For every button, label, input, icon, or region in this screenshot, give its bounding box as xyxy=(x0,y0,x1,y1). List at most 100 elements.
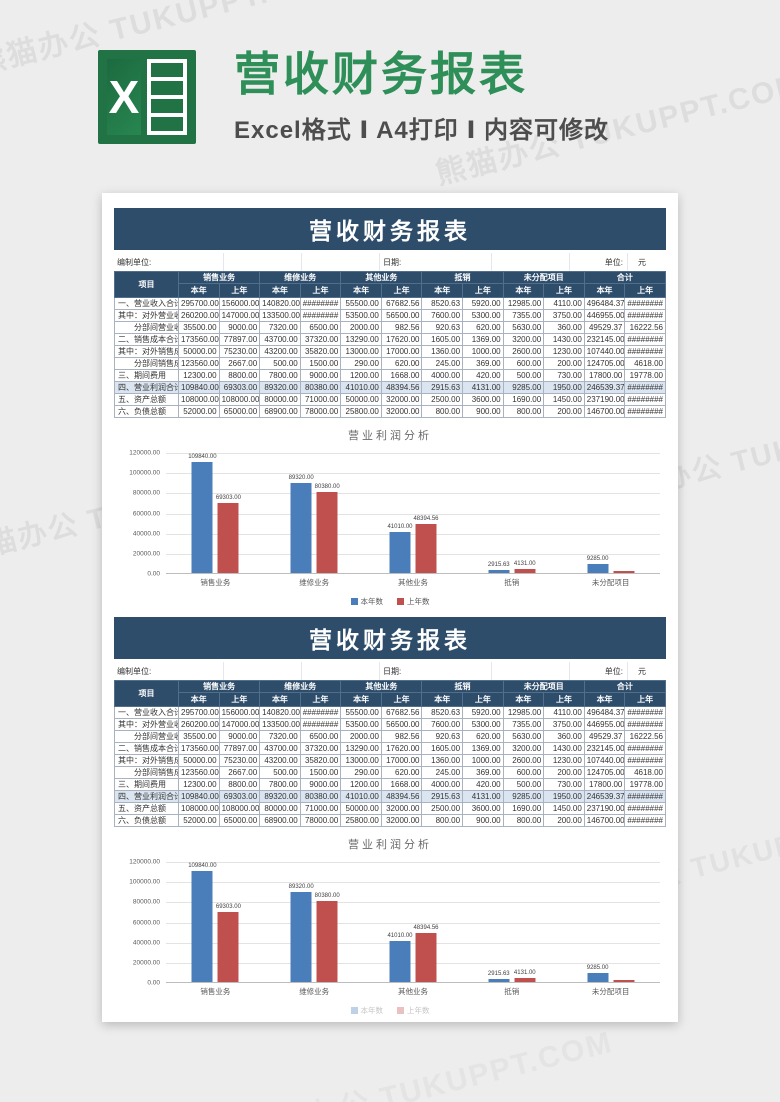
table-cell: 446955.00 xyxy=(583,718,626,731)
bar-上年数: 4131.00 xyxy=(514,561,536,573)
table-cell: 232145.00 xyxy=(583,742,626,755)
bar-上年数: 80380.00 xyxy=(315,893,340,982)
table-cell: 500.00 xyxy=(259,766,301,779)
bar-上年数: 48394.56 xyxy=(413,925,439,982)
table-cell: 1605.00 xyxy=(421,742,464,755)
financial-table: 项目 销售业务 维修业务 其他业务 抵销 未分配项目 合计 本年 上年 本年 上… xyxy=(114,271,667,418)
subcol-last-year: 上年 xyxy=(218,283,261,298)
subcol-last-year: 上年 xyxy=(624,283,666,298)
table-cell: 200.00 xyxy=(543,814,585,827)
gridline xyxy=(166,882,660,883)
page-subtitle: Excel格式 Ⅰ A4打印 Ⅰ 内容可修改 xyxy=(234,117,610,145)
column-group-other: 其他业务 xyxy=(340,271,423,284)
table-row: 分部间销售成本123560.002667.00500.001500.00290.… xyxy=(114,766,666,779)
table-cell: 3200.00 xyxy=(502,333,545,346)
table-cell: 75230.00 xyxy=(218,345,261,358)
table-cell: 123560.00 xyxy=(178,357,220,370)
table-cell: 146700.00 xyxy=(583,405,626,418)
x-axis-label: 其他业务 xyxy=(397,578,428,587)
table-cell: 9285.00 xyxy=(502,381,545,394)
bar-group: 2915.63 4131.00 xyxy=(462,862,561,982)
subcol-last-year: 上年 xyxy=(462,692,504,707)
table-cell: 124705.00 xyxy=(583,766,626,779)
table-cell: 108000.00 xyxy=(218,393,261,406)
table-cell: 123560.00 xyxy=(178,766,220,779)
bar-value-label: 2915.63 xyxy=(487,971,510,977)
bar-value-label: 69303.00 xyxy=(215,904,241,910)
table-cell: 43200.00 xyxy=(259,345,301,358)
table-cell: 147000.00 xyxy=(218,309,261,322)
row-label: 其中：对外销售成本 xyxy=(114,754,179,767)
legend-item: 本年数 xyxy=(350,596,383,607)
table-cell: 35500.00 xyxy=(178,730,220,743)
table-cell: 17620.00 xyxy=(380,333,423,346)
table-row: 分部间营业收入35500.009000.007320.006500.002000… xyxy=(114,730,666,743)
row-label: 四、营业利润合计 xyxy=(114,790,179,803)
legend-item: 上年数 xyxy=(397,596,430,607)
bar-本年数: 109840.00 xyxy=(188,863,217,982)
table-cell: 4618.00 xyxy=(624,357,666,370)
y-tick-label: 0.00 xyxy=(147,570,160,578)
table-cell: 3200.00 xyxy=(502,742,545,755)
table-row: 其中：对外营业收入260200.00147000.00133500.00####… xyxy=(114,718,666,731)
table-cell: 420.00 xyxy=(462,369,504,382)
table-cell: 5300.00 xyxy=(462,718,504,731)
subcol-this-year: 本年 xyxy=(340,283,382,298)
bar-value-label: 41010.00 xyxy=(387,933,413,939)
table-cell: 290.00 xyxy=(340,766,382,779)
table-cell: 200.00 xyxy=(543,357,585,370)
legend-label: 上年数 xyxy=(407,597,430,606)
table-cell: ######## xyxy=(624,333,666,346)
bar-value-label: 109840.00 xyxy=(188,454,217,460)
table-cell: 68900.00 xyxy=(259,814,301,827)
table-cell: 4000.00 xyxy=(421,369,464,382)
table-cell: 109840.00 xyxy=(178,381,220,394)
table-cell: 147000.00 xyxy=(218,718,261,731)
legend-item: 上年数 xyxy=(397,1005,430,1016)
table-cell: ######## xyxy=(624,405,666,418)
table-cell: 2500.00 xyxy=(421,802,464,815)
table-cell: 295700.00 xyxy=(178,706,220,719)
table-cell: 500.00 xyxy=(502,369,545,382)
table-cell: 5630.00 xyxy=(502,730,545,743)
table-cell: 50000.00 xyxy=(340,393,382,406)
table-cell: ######## xyxy=(624,345,666,358)
table-row: 三、期间费用 12300.00 8800.00 7800.00 9000.00 1200.… xyxy=(114,369,666,382)
document-preview[interactable]: 营收财务报表 编制单位: 日期: 单位: 元 项目 销售业务 维修业务 其他业务… xyxy=(102,193,678,1022)
table-cell: 9000.00 xyxy=(299,369,342,382)
table-cell: 360.00 xyxy=(543,321,585,334)
gridline xyxy=(166,902,660,903)
report-meta-row: 编制单位: 日期: 单位: 元 xyxy=(114,662,666,680)
table-cell: 3600.00 xyxy=(462,802,504,815)
table-cell: 32000.00 xyxy=(380,802,423,815)
table-cell: 2500.00 xyxy=(421,393,464,406)
unit-value: 元 xyxy=(638,666,646,676)
bar-group: 109840.00 69303.00 xyxy=(166,862,265,982)
table-cell: 295700.00 xyxy=(178,297,220,310)
bar-group: 109840.00 69303.00 xyxy=(166,453,265,573)
table-cell: 9285.00 xyxy=(502,790,545,803)
chart-legend: 本年数 上年数 xyxy=(114,596,666,607)
y-tick-label: 120000.00 xyxy=(129,449,160,457)
table-cell: ######## xyxy=(299,309,342,322)
table-cell: 2915.63 xyxy=(421,790,464,803)
column-group-unallocated: 未分配项目 xyxy=(502,271,585,284)
table-cell: 2000.00 xyxy=(340,321,382,334)
profit-analysis-chart: 营业利润分析 120000.00 100000.00 80000.00 60000.0… xyxy=(114,836,666,1016)
legend-swatch xyxy=(397,598,404,605)
x-axis-label: 未分配项目 xyxy=(591,578,630,587)
bar-value-label: 2915.63 xyxy=(487,562,510,568)
table-cell: 41010.00 xyxy=(340,790,382,803)
bar-group: 9285.00 xyxy=(561,453,660,573)
table-cell: 1500.00 xyxy=(299,766,342,779)
table-cell: 50000.00 xyxy=(178,754,220,767)
table-cell: 133500.00 xyxy=(259,309,301,322)
subcol-this-year: 本年 xyxy=(583,283,626,298)
y-tick-label: 120000.00 xyxy=(129,858,160,866)
table-cell: 35500.00 xyxy=(178,321,220,334)
row-label: 五、资产总额 xyxy=(114,393,179,406)
table-cell: 7600.00 xyxy=(421,309,464,322)
table-cell: 140820.00 xyxy=(259,706,301,719)
table-cell: 35820.00 xyxy=(299,345,342,358)
table-row: 其中：对外销售成本50000.0075230.0043200.0035820.0… xyxy=(114,754,666,767)
